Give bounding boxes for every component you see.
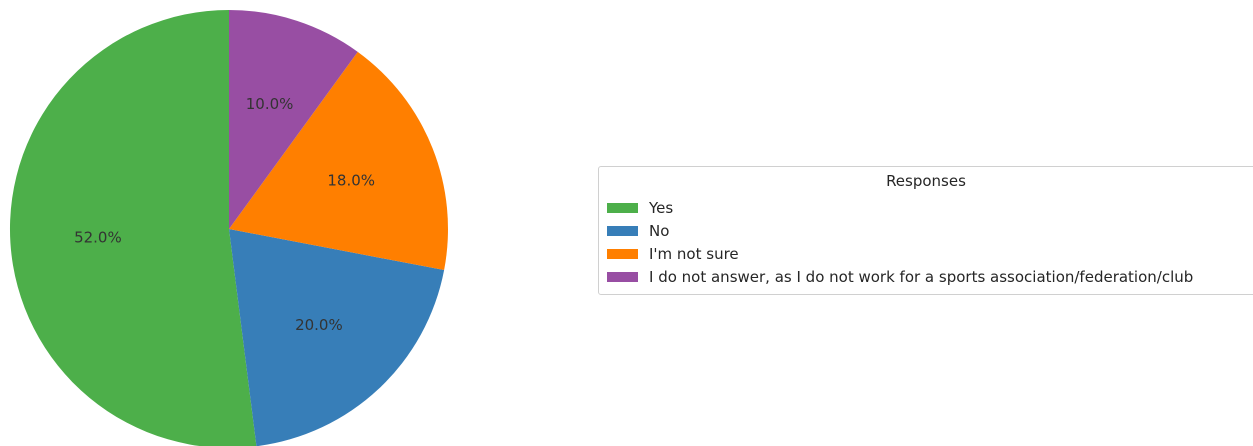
legend-item-yes: Yes: [607, 196, 1193, 219]
legend-swatch-no: [607, 225, 638, 236]
pie-slice-no: [229, 229, 445, 446]
legend-label-not-sure: I'm not sure: [649, 244, 739, 263]
legend-title: Responses: [886, 172, 966, 190]
legend-item-not-sure: I'm not sure: [607, 242, 1193, 265]
legend-item-no: No: [607, 219, 1193, 242]
pie-chart: 52.0% 20.0% 18.0% 10.0%: [10, 10, 448, 446]
pie-label-no: 20.0%: [295, 316, 343, 334]
pie-slice-no-answer: [229, 10, 358, 229]
legend-label-no: No: [649, 221, 670, 240]
legend-swatch-not-sure: [607, 248, 638, 259]
legend-item-no-answer: I do not answer, as I do not work for a …: [607, 265, 1193, 288]
pie-label-not-sure: 18.0%: [327, 172, 375, 190]
pie-slice-yes: [10, 10, 257, 446]
pie-slice-not-sure: [229, 51, 448, 271]
pie-label-no-answer: 10.0%: [246, 95, 294, 113]
legend: Responses Yes No I'm not sure I do not a…: [598, 166, 1253, 295]
legend-label-yes: Yes: [649, 198, 674, 217]
legend-items: Yes No I'm not sure I do not answer, as …: [607, 196, 1193, 288]
legend-swatch-no-answer: [607, 271, 638, 282]
pie-label-yes: 52.0%: [74, 228, 122, 246]
legend-label-no-answer: I do not answer, as I do not work for a …: [649, 267, 1194, 286]
legend-swatch-yes: [607, 202, 638, 213]
